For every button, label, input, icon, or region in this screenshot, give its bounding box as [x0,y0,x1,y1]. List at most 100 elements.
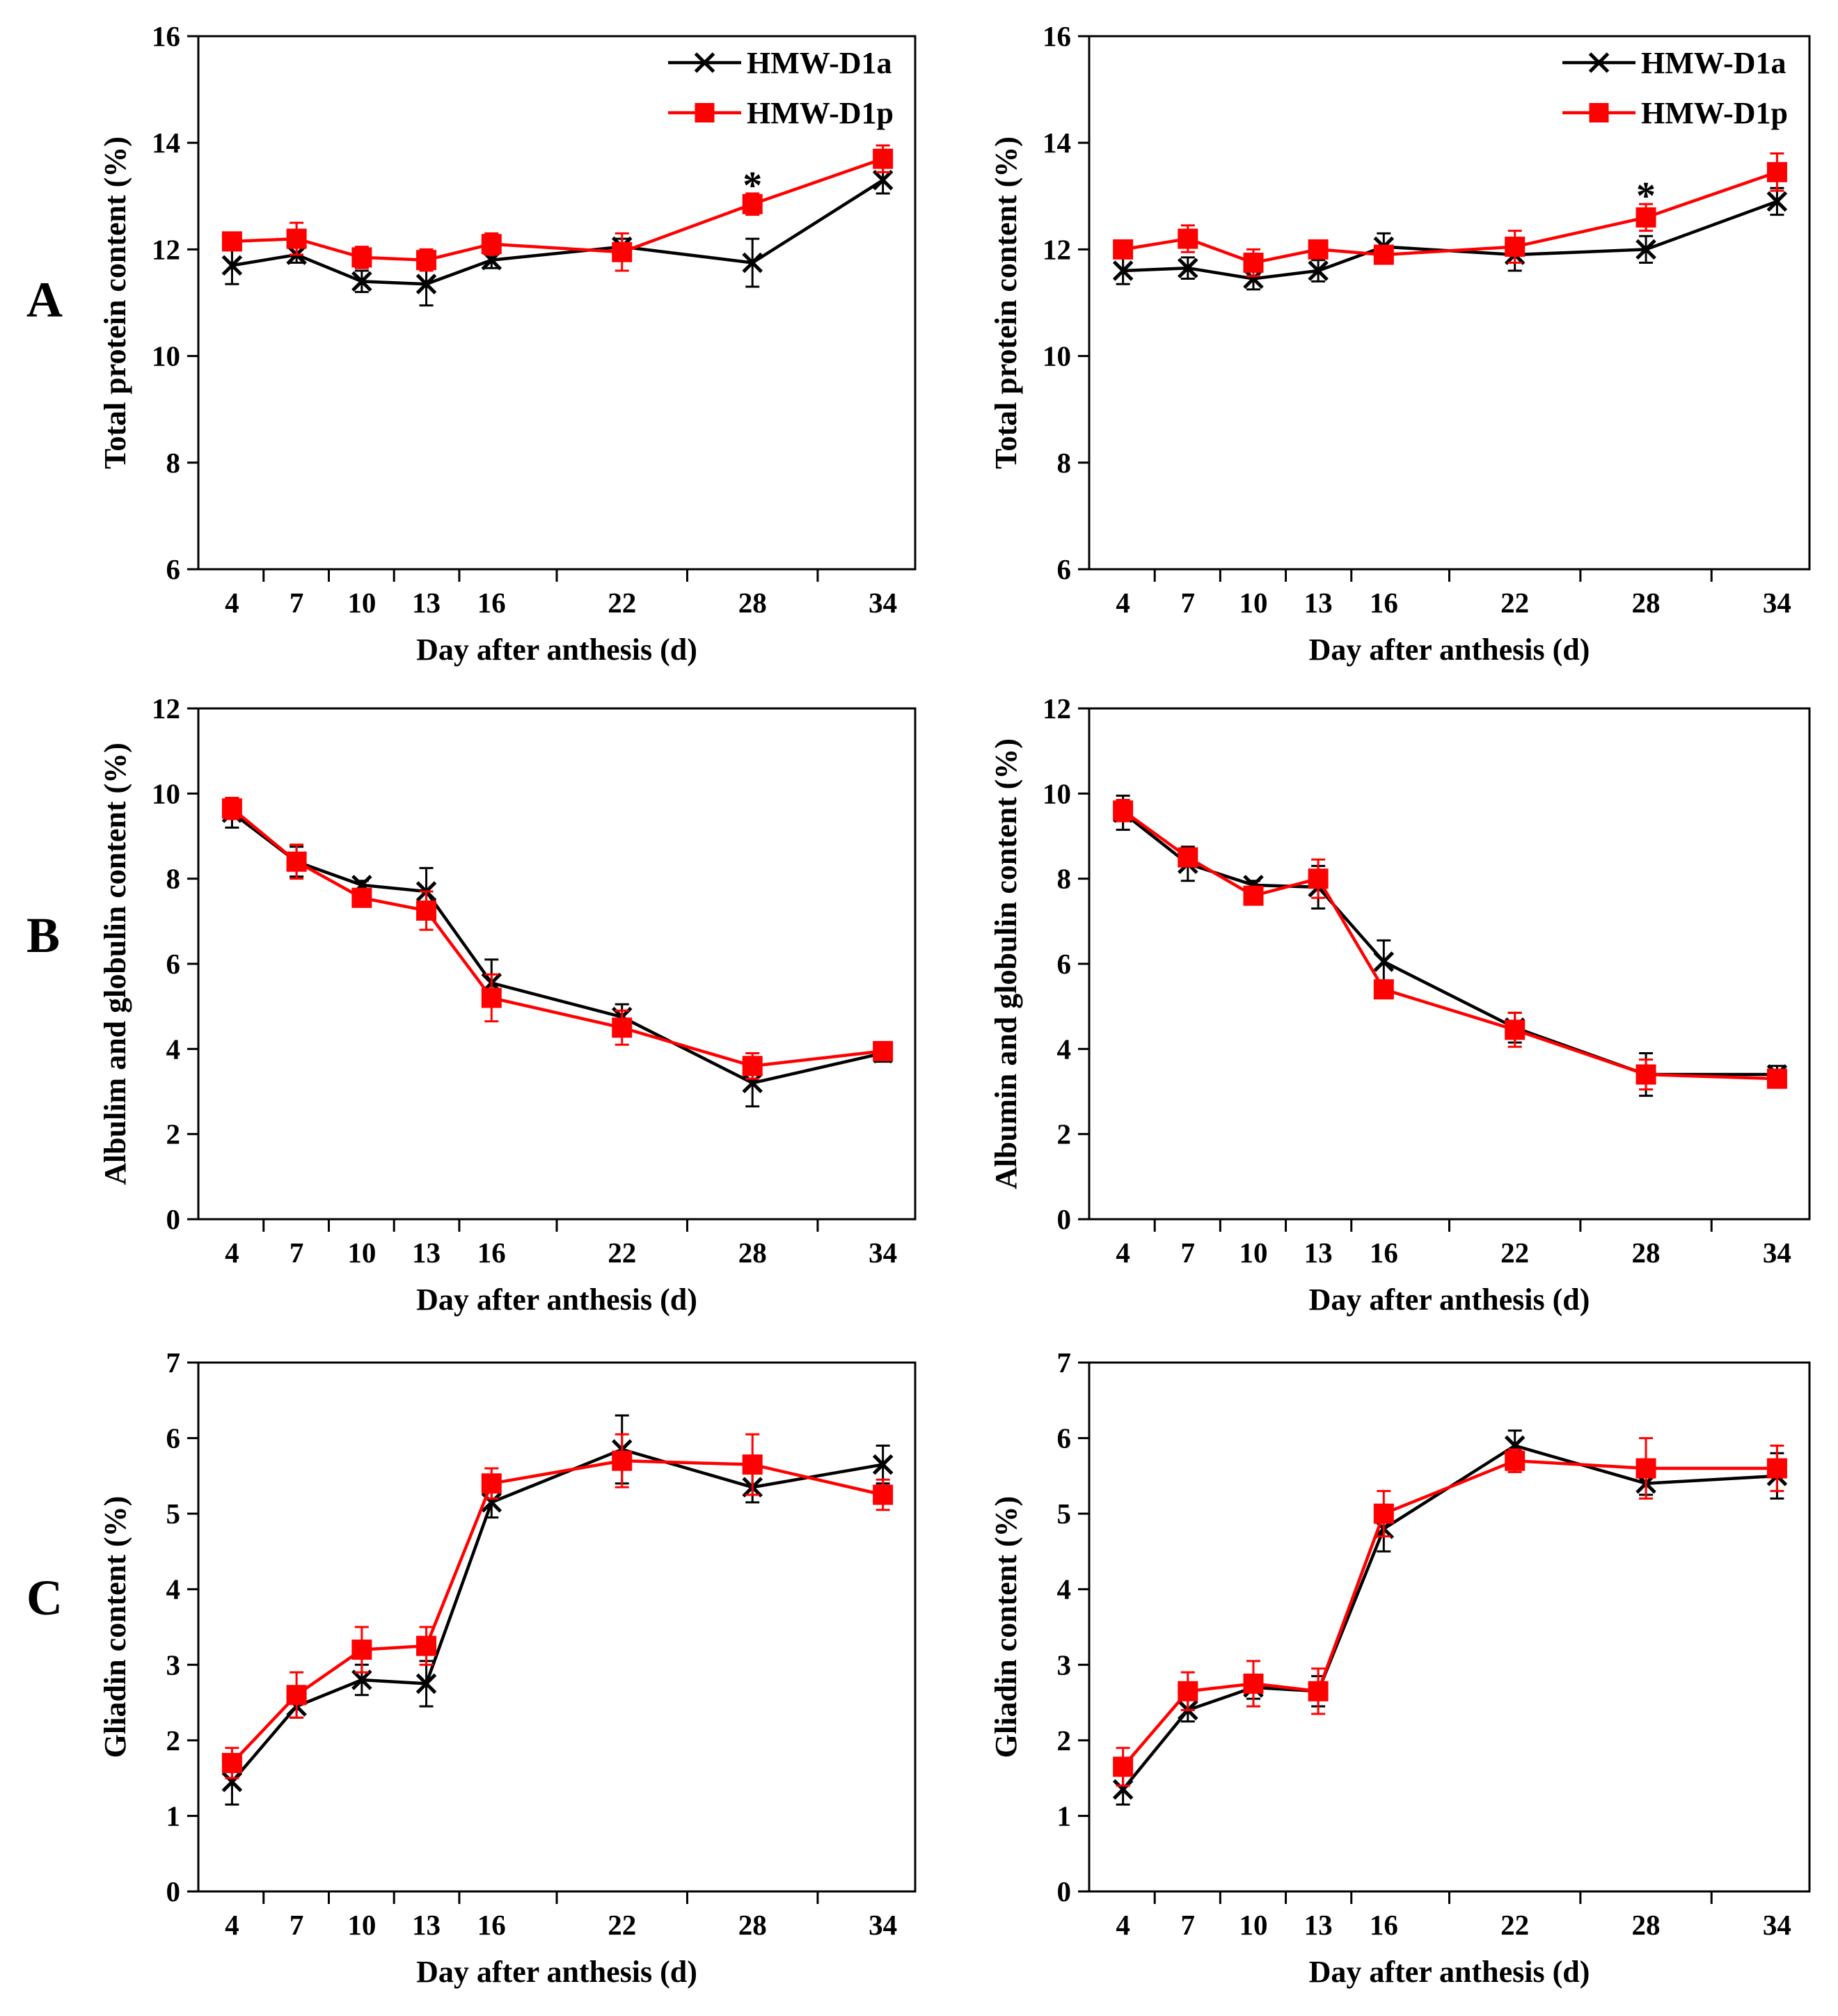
data-point [1243,885,1264,906]
x-tick-label: 22 [608,1909,636,1941]
y-tick-label: 2 [166,1724,181,1756]
data-point [1178,257,1198,278]
data-point [1635,1064,1656,1085]
data-point [872,170,894,191]
y-tick-label: 6 [166,1422,181,1454]
plot-frame [1088,707,1811,1221]
y-tick-label: 2 [166,1118,181,1150]
data-point [1308,868,1329,889]
data-point [415,1673,437,1694]
y-tick-label: 0 [166,1203,181,1235]
y-tick-label: 12 [1043,692,1071,724]
data-point [872,1454,894,1475]
y-axis-label: Total protein content (%) [98,136,132,469]
chart-3: 0 2 4 6 8 10 12 4 7 10 13 16 22 28 34 Day after anthesi… [989,692,1811,1317]
data-point [1766,1068,1787,1089]
x-axis-label: Day after anthesis (d) [416,1283,697,1317]
y-tick-label: 0 [1057,1875,1072,1907]
x-axis-label: Day after anthesis (d) [1309,1283,1590,1317]
y-tick-label: 6 [1057,1422,1072,1454]
data-point [1505,1450,1526,1471]
y-tick-label: 1 [166,1800,181,1832]
series-line [232,178,884,286]
series-hmw-d1a [221,166,894,307]
legend-item-hmw-d1a: HMW-D1a [1562,46,1786,80]
y-axis-label: Total protein content (%) [989,136,1023,469]
data-point [1373,1503,1394,1524]
data-point [1178,1681,1198,1701]
panel-letter-c: C [26,1570,63,1626]
data-point [1635,239,1656,260]
x-tick-label: 22 [608,587,636,619]
x-tick-label: 10 [1239,587,1267,619]
y-tick-label: 8 [166,863,181,895]
legend-item-hmw-d1p: HMW-D1p [1562,96,1788,130]
series-hmw-d1p [221,1433,894,1779]
y-tick-label: 2 [1057,1724,1072,1756]
data-point [1178,847,1198,868]
series-line [1122,809,1777,1081]
x-tick-label: 28 [1632,587,1661,619]
panel-letter-a: A [26,272,63,328]
data-point [1113,239,1134,260]
data-point [742,1056,763,1077]
data-point [1113,800,1134,821]
x-tick-label: 34 [1763,1909,1791,1941]
legend-label: HMW-D1p [1641,96,1788,130]
y-tick-label: 10 [152,777,180,809]
series-line [1123,170,1778,264]
x-tick-label: 7 [1181,1237,1196,1269]
series-hmw-d1p [1113,799,1787,1090]
data-point [286,1685,307,1706]
chart-0: 6 8 10 12 14 16 4 7 10 13 16 22 28 34 Day after anthes… [98,20,917,667]
x-tick-label: 10 [347,1909,376,1941]
x-tick-label: 34 [1763,1237,1791,1269]
legend-marker [1588,52,1610,73]
series-line [231,811,884,1085]
series-line [232,157,884,262]
x-tick-label: 7 [290,1237,304,1269]
data-point [1113,1756,1134,1777]
y-tick-label: 4 [166,1573,181,1605]
legend-item-hmw-d1p: HMW-D1p [668,96,894,130]
data-point [416,250,437,271]
y-axis-label: Gliadin content (%) [98,1496,132,1758]
x-axis-label: Day after anthesis (d) [1309,1955,1590,1989]
x-tick-label: 34 [1763,587,1791,619]
x-tick-label: 13 [1304,1237,1333,1269]
y-tick-label: 7 [166,1347,181,1379]
x-tick-label: 16 [1370,1237,1398,1269]
series-line [230,807,883,1068]
x-axis-label: Day after anthesis (d) [416,633,697,667]
x-tick-label: 16 [477,587,506,619]
y-tick-label: 4 [1057,1033,1072,1065]
data-point [1505,237,1526,257]
data-point [742,193,763,214]
y-tick-label: 16 [152,20,180,52]
data-point [1635,1458,1656,1479]
y-tick-label: 0 [166,1875,181,1907]
data-point [612,1017,633,1038]
x-tick-label: 22 [1500,587,1529,619]
y-tick-label: 8 [1057,447,1072,479]
y-tick-label: 7 [1057,1347,1072,1379]
data-point [1766,1458,1787,1479]
x-tick-label: 28 [738,1237,767,1269]
x-tick-label: 10 [347,1237,376,1269]
y-tick-label: 4 [1057,1573,1072,1605]
x-tick-label: 34 [869,1237,897,1269]
x-tick-label: 4 [225,1909,239,1941]
y-tick-label: 10 [1043,340,1071,372]
legend-item-hmw-d1a: HMW-D1a [668,46,892,80]
series-line [1121,1459,1777,1768]
series-line [1123,200,1778,280]
y-tick-label: 8 [166,447,181,479]
data-point [351,1669,372,1690]
y-tick-label: 5 [166,1498,181,1530]
data-point [612,1450,633,1471]
x-tick-label: 16 [1370,587,1398,619]
x-tick-label: 4 [1116,1909,1130,1941]
x-tick-label: 13 [412,1237,441,1269]
